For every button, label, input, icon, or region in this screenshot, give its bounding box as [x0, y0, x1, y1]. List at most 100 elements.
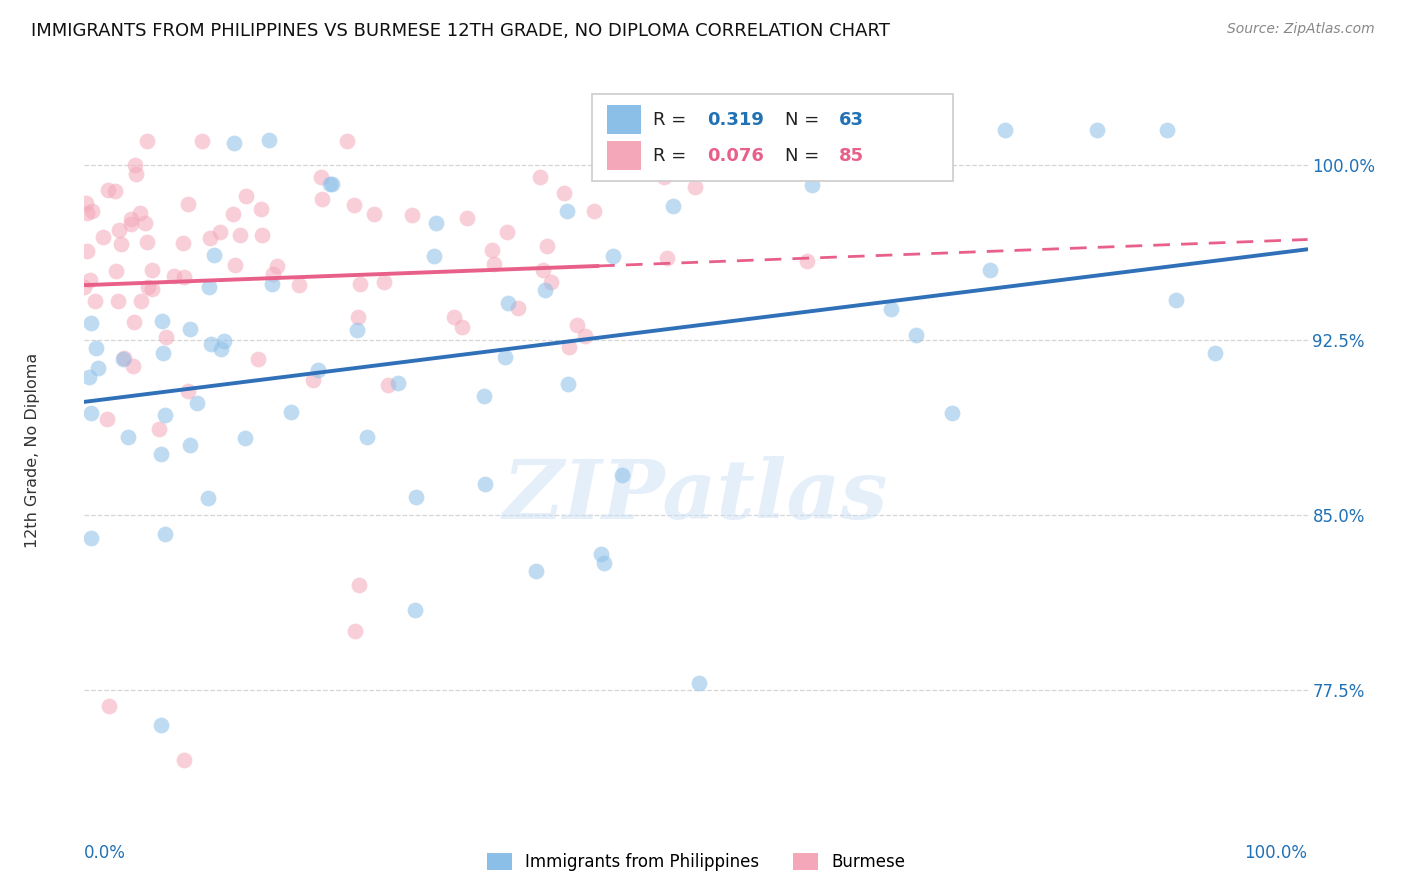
Point	[557, 376, 579, 391]
Point	[141, 282, 163, 296]
Point	[190, 134, 212, 148]
Point	[652, 170, 675, 185]
Point	[80, 316, 103, 330]
Point	[124, 167, 146, 181]
Point	[82, 203, 104, 218]
Point	[1085, 122, 1108, 136]
Point	[107, 293, 129, 308]
Point	[198, 231, 221, 245]
Point	[80, 531, 103, 545]
Point	[163, 268, 186, 283]
Point	[593, 557, 616, 571]
Point	[150, 447, 173, 461]
Point	[266, 259, 288, 273]
Point	[450, 320, 472, 334]
Point	[880, 301, 903, 316]
Point	[179, 437, 201, 451]
Point	[120, 211, 142, 226]
Point	[87, 360, 110, 375]
Point	[536, 238, 558, 252]
Point	[198, 280, 221, 294]
Point	[1166, 293, 1188, 308]
Point	[172, 236, 194, 251]
Point	[555, 204, 578, 219]
Point	[148, 422, 170, 436]
Text: 100.0%: 100.0%	[1244, 844, 1308, 862]
Point	[120, 217, 142, 231]
Point	[197, 491, 219, 505]
Point	[336, 134, 359, 148]
Point	[129, 294, 152, 309]
Point	[136, 134, 159, 148]
Point	[250, 202, 273, 216]
Point	[356, 430, 378, 444]
Text: IMMIGRANTS FROM PHILIPPINES VS BURMESE 12TH GRADE, NO DIPLOMA CORRELATION CHART: IMMIGRANTS FROM PHILIPPINES VS BURMESE 1…	[31, 22, 890, 40]
Point	[423, 249, 446, 263]
Point	[574, 329, 596, 343]
Point	[177, 384, 200, 399]
Point	[496, 295, 519, 310]
Point	[346, 310, 368, 325]
Point	[150, 717, 173, 731]
Point	[363, 207, 385, 221]
Point	[79, 273, 101, 287]
Point	[688, 676, 710, 690]
Point	[307, 363, 329, 377]
Point	[129, 206, 152, 220]
FancyBboxPatch shape	[606, 105, 641, 135]
Point	[526, 564, 548, 578]
Point	[655, 251, 678, 265]
Point	[224, 136, 246, 150]
Text: 63: 63	[839, 111, 865, 128]
Legend: Immigrants from Philippines, Burmese: Immigrants from Philippines, Burmese	[481, 847, 911, 878]
Point	[311, 192, 333, 206]
Point	[112, 351, 135, 365]
Point	[349, 277, 371, 292]
Text: ZIPatlas: ZIPatlas	[503, 456, 889, 536]
Point	[91, 230, 114, 244]
Point	[152, 346, 174, 360]
Point	[534, 283, 557, 297]
Text: R =: R =	[654, 146, 692, 164]
Text: 12th Grade, No Diploma: 12th Grade, No Diploma	[25, 353, 41, 548]
FancyBboxPatch shape	[592, 95, 953, 181]
Point	[602, 249, 624, 263]
Point	[373, 275, 395, 289]
Point	[155, 408, 177, 422]
Point	[280, 405, 302, 419]
Point	[224, 258, 246, 272]
Point	[589, 547, 612, 561]
Point	[661, 198, 683, 212]
Text: N =: N =	[786, 146, 825, 164]
Point	[110, 237, 132, 252]
Point	[443, 310, 465, 324]
Point	[177, 197, 200, 211]
Point	[994, 122, 1017, 136]
Text: R =: R =	[654, 111, 692, 128]
Point	[343, 198, 366, 212]
Point	[209, 225, 232, 239]
Point	[377, 378, 399, 392]
Point	[349, 577, 371, 591]
Point	[104, 263, 127, 277]
Point	[212, 334, 235, 348]
Point	[401, 208, 423, 222]
Point	[112, 351, 135, 366]
Point	[583, 204, 606, 219]
Point	[173, 753, 195, 767]
Point	[155, 330, 177, 344]
Point	[319, 177, 342, 191]
Point	[288, 278, 311, 293]
Point	[76, 206, 98, 220]
Point	[73, 279, 96, 293]
Point	[124, 158, 146, 172]
Point	[186, 396, 208, 410]
Point	[321, 177, 343, 191]
Point	[141, 263, 163, 277]
Point	[387, 376, 409, 391]
Point	[941, 407, 963, 421]
Point	[103, 184, 125, 198]
Point	[979, 263, 1001, 277]
Point	[235, 188, 257, 202]
Text: 85: 85	[839, 146, 865, 164]
